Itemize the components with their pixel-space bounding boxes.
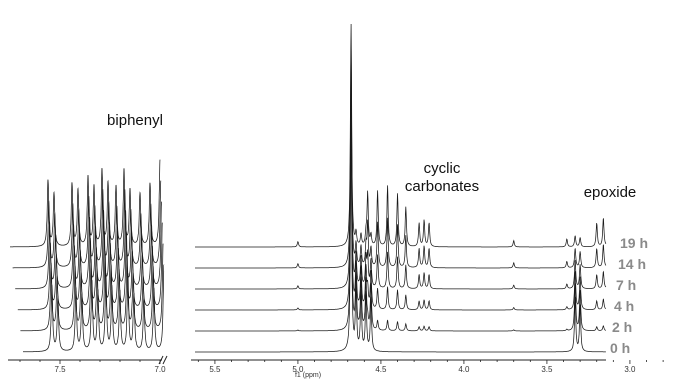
time-label-4h: 4 h <box>614 298 635 314</box>
axis-break-gap-0h <box>164 349 191 355</box>
time-label-19h: 19 h <box>620 235 649 251</box>
biphenyl-annotation: biphenyl <box>107 112 163 129</box>
epoxide-annotation: epoxide <box>583 184 637 201</box>
x-tick-label-3.0: 3.0 <box>624 365 636 374</box>
cyclic-annotation-line2: carbonates <box>404 178 480 195</box>
time-label-14h: 14 h <box>618 256 647 272</box>
axis-break-gap-14h <box>164 265 191 271</box>
cyclic-annotation-line1: cyclic <box>423 160 461 177</box>
axis-break-gap-19h <box>164 244 191 250</box>
axis-break-gap-2h <box>164 328 191 334</box>
time-label-2h: 2 h <box>612 319 633 335</box>
time-label-0h: 0 h <box>610 340 631 356</box>
spectrum-7h <box>15 65 607 290</box>
time-label-7h: 7 h <box>616 277 637 293</box>
axis-break-mark-2 <box>162 355 168 365</box>
x-tick-label-5.5: 5.5 <box>209 365 221 374</box>
axis-break-gap-4h <box>164 307 191 313</box>
spectra-group <box>10 23 607 355</box>
x-tick-label-7.0: 7.0 <box>154 365 166 374</box>
axis-break-gap-7h <box>164 286 191 292</box>
spectrum-0h <box>23 127 606 353</box>
x-axis-title: f1 (ppm) <box>295 372 321 379</box>
x-axis: 7.5 7.0 5.5 5.0 4.5 4.0 3.5 3.0 f1 (ppm) <box>8 355 664 379</box>
x-tick-label-7.5: 7.5 <box>54 365 66 374</box>
x-tick-label-4.5: 4.5 <box>375 365 387 374</box>
x-tick-label-3.5: 3.5 <box>541 365 553 374</box>
x-tick-label-4.0: 4.0 <box>458 365 470 374</box>
spectrum-14h <box>12 44 607 269</box>
x-tick-label-5.0: 5.0 <box>292 365 304 374</box>
cyclic-carbonates-annotation: cyclic carbonates <box>392 160 492 196</box>
spectrum-19h <box>10 23 607 248</box>
